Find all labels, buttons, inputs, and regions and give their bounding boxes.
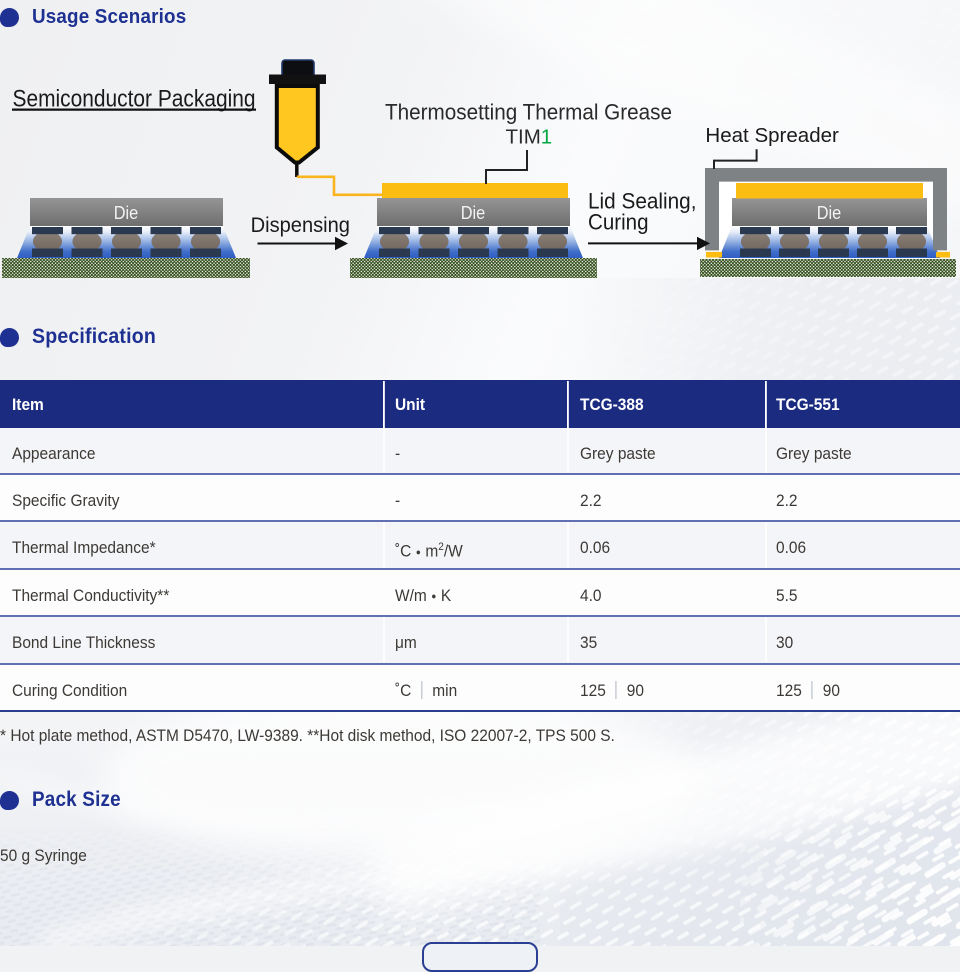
svg-text:Heat Spreader: Heat Spreader [705, 125, 839, 147]
svg-text:Die: Die [817, 202, 842, 223]
svg-text:Curing: Curing [588, 210, 649, 235]
svg-text:Thermosetting Thermal Grease: Thermosetting Thermal Grease [385, 99, 672, 124]
svg-text:Dispensing: Dispensing [251, 214, 350, 237]
svg-text:TIM1: TIM1 [506, 125, 553, 148]
svg-text:Lid Sealing,: Lid Sealing, [588, 188, 697, 213]
svg-text:Semiconductor Packaging: Semiconductor Packaging [13, 86, 256, 113]
